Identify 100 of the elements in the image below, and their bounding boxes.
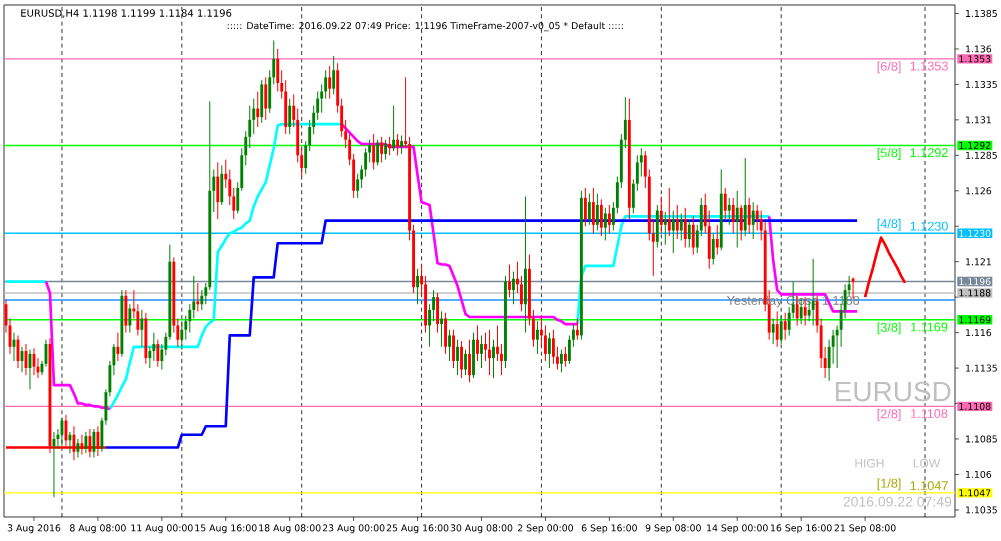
candlestick [152,332,156,362]
candlestick [476,325,479,362]
y-tick-label: 1.1035 [966,506,997,514]
y-tick-label: 1.106 [966,470,992,478]
annotation: 1.1230 [910,221,948,231]
candlestick [84,431,88,454]
x-tick-label: 14 Sep 00:00 [707,524,768,534]
candlestick [300,147,304,178]
candlestick [587,193,591,226]
annotation: [3/8] [877,322,901,335]
ref-line-label: 1.1353 [959,55,991,63]
candlestick [559,349,563,373]
candlestick [512,271,515,305]
y-tick-label: 1.126 [966,187,992,195]
candlestick [691,215,695,256]
candlestick [256,91,260,128]
candlestick [280,69,284,100]
candlestick [160,343,164,370]
candlestick [703,193,707,234]
candlestick [695,224,699,254]
text: ::::: DateTime: 2016.09.22 07:49 Price: 1.1196 TimeFrame-2007-v0_05 * Default ::::: [227,21,623,32]
annotation: [4/8] [877,218,901,231]
candlestick [547,332,551,369]
annotation: 1.1047 [910,481,948,491]
candlestick [532,309,535,348]
candlestick [332,55,336,95]
candlestick [344,119,348,149]
ref-line-label: 1.1196 [959,278,991,286]
annotation: HIGH [855,458,884,468]
candlestick [711,232,715,266]
candlestick [92,428,96,458]
candlestick [484,332,487,362]
candlestick [156,339,160,368]
candlestick [536,320,539,355]
candlestick [787,306,791,336]
annotation: [6/8] [877,61,901,74]
ref-line-label: 1.1230 [959,229,991,237]
candlestick [831,329,835,365]
candlestick [595,193,599,231]
y-tick-label: 1.1085 [966,435,997,443]
candlestick [623,96,627,149]
annotation: [2/8] [877,409,901,421]
candlestick [520,275,523,312]
candlestick [731,197,735,234]
candlestick [671,210,675,254]
candlestick [468,339,471,383]
ref-line-label: 1.1108 [959,402,991,410]
candlestick [771,317,775,345]
candlestick [747,197,751,234]
candlestick [420,264,423,298]
candlestick [575,317,579,341]
candlestick [432,289,435,322]
candlestick [779,315,783,345]
x-tick-label: 6 Sep 16:00 [581,524,637,534]
x-tick-label: 16 Sep 16:00 [771,524,832,534]
candlestick [675,204,679,240]
candlestick [456,339,459,376]
candlestick [727,197,731,226]
y-tick-label: 1.121 [966,258,991,266]
candlestick [583,187,587,227]
candlestick [164,332,168,356]
x-tick-label: 25 Aug 16:00 [386,524,449,534]
candlestick [480,334,483,369]
candlestick [116,332,120,362]
y-tick-label: 1.1385 [966,9,997,18]
x-tick-label: 23 Aug 00:00 [322,524,385,534]
candlestick [140,309,144,348]
candlestick [360,164,364,189]
y-tick-label: 1.131 [966,116,991,124]
candlestick [611,201,615,231]
candlestick [739,204,743,241]
candlestick [380,136,384,163]
candlestick [567,334,571,365]
candlestick [316,91,320,121]
candlestick [448,329,451,362]
candlestick [659,195,663,234]
candlestick [292,93,296,128]
candlestick [428,303,431,348]
annotation: [5/8] [877,148,901,160]
x-tick-label: 8 Aug 08:00 [70,524,126,534]
candlestick [364,147,368,178]
candlestick [304,140,308,175]
candlestick [328,65,332,100]
candlestick [751,201,755,240]
candlestick [252,98,256,135]
ref-line-label: 1.1169 [959,316,991,324]
annotation: 1.1108 [911,409,948,418]
candlestick [687,218,691,249]
candlestick [599,198,603,237]
y-tick-label: 1.1135 [966,364,997,372]
x-tick-label: 2 Sep 00:00 [517,524,573,534]
candlestick [228,169,232,206]
candlestick [128,303,132,334]
annotation: 1.1353 [910,61,948,71]
candlestick [348,133,352,166]
candlestick [715,224,719,256]
candlestick [236,181,240,214]
candlestick [492,339,495,379]
x-tick-label: 30 Aug 08:00 [450,524,513,534]
candlestick [496,325,499,362]
